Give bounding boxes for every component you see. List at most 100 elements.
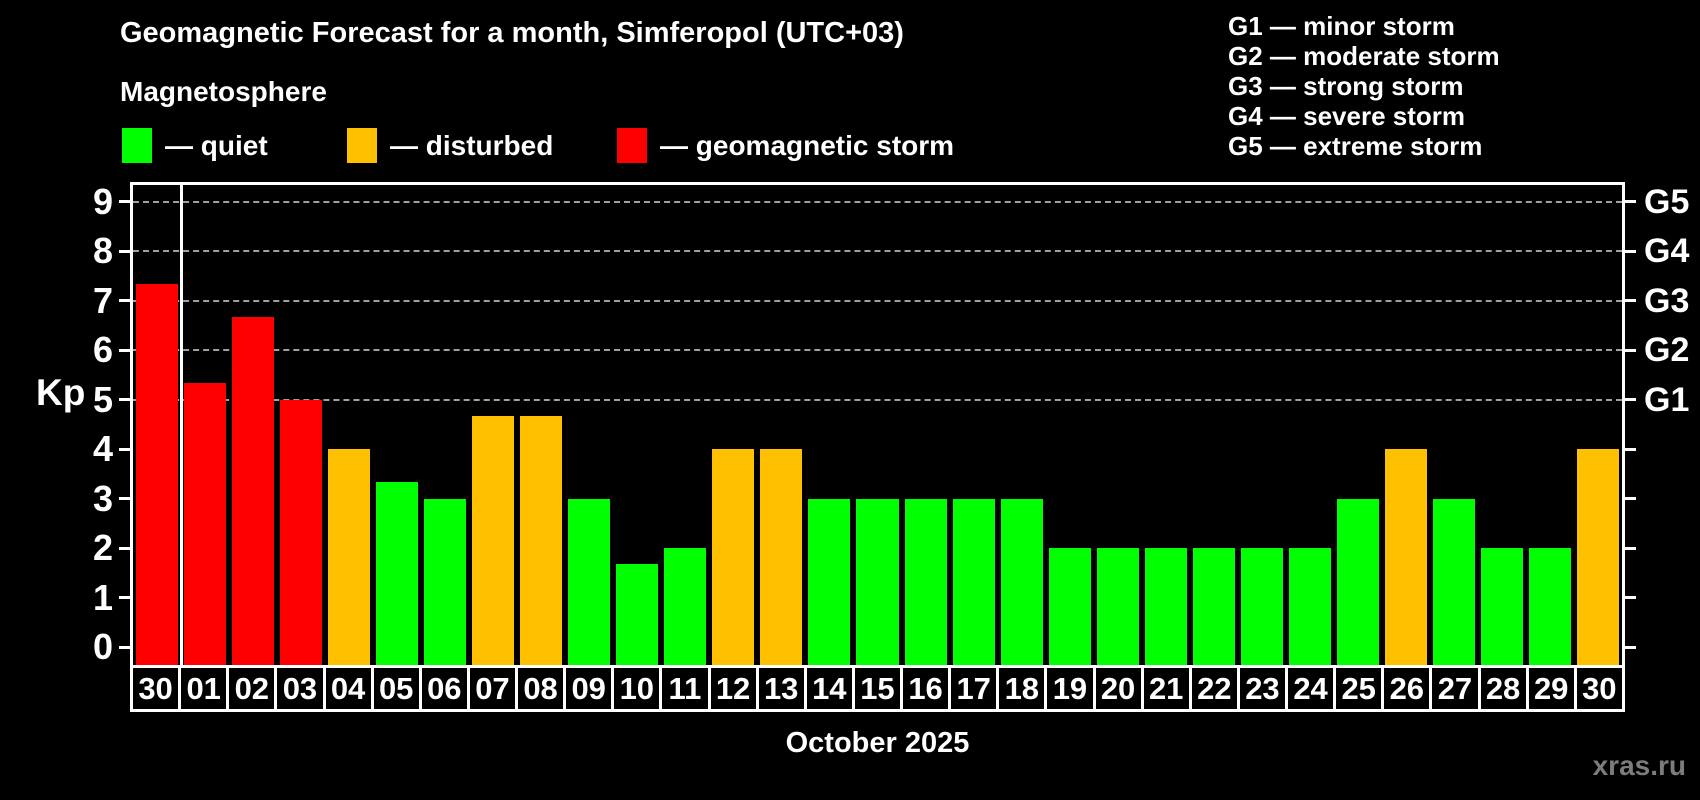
y-tick-label-8: 8 bbox=[92, 230, 113, 271]
day-label-01: 01 bbox=[178, 665, 230, 712]
day-label-24: 24 bbox=[1285, 665, 1337, 712]
bar-day-29 bbox=[1528, 548, 1571, 665]
day-label-26: 26 bbox=[1381, 665, 1433, 712]
bar-day-20 bbox=[1096, 548, 1139, 665]
day-label-13: 13 bbox=[755, 665, 807, 712]
legend-label-disturbed: — disturbed bbox=[390, 130, 554, 161]
bar-day-07 bbox=[472, 415, 515, 665]
y-tick-left-6 bbox=[119, 348, 133, 352]
y-tick-left-9 bbox=[119, 200, 133, 203]
plot-area: 0 1 2 3 4 5 6 7 8 9 G1 G2 G3 G4 G5 bbox=[93, 181, 1689, 668]
g-axis-label-G1: G1 bbox=[1644, 380, 1690, 419]
day-label-30: 30 bbox=[1573, 665, 1625, 712]
day-label-27: 27 bbox=[1429, 665, 1481, 712]
g-legend-line-2: G2 — moderate storm bbox=[1228, 41, 1500, 71]
legend-label-storm: — geomagnetic storm bbox=[660, 130, 955, 161]
bar-day-15 bbox=[856, 498, 899, 665]
y-tick-label-4: 4 bbox=[92, 428, 113, 469]
day-label-23: 23 bbox=[1236, 665, 1288, 712]
y-tick-left-7 bbox=[119, 299, 133, 302]
y-tick-label-1: 1 bbox=[92, 576, 113, 618]
bar-day-10 bbox=[616, 564, 659, 665]
legend-swatch-disturbed bbox=[347, 128, 377, 163]
bar-day-30 bbox=[1576, 449, 1619, 665]
y-tick-right-3 bbox=[1622, 497, 1636, 500]
day-label-15: 15 bbox=[851, 665, 903, 712]
watermark: xras.ru bbox=[1592, 750, 1686, 781]
bar-day-09 bbox=[568, 498, 611, 665]
bar-day-16 bbox=[904, 498, 947, 665]
bar-day-04 bbox=[328, 449, 371, 665]
y-axis-title: Kp bbox=[36, 372, 86, 413]
legend-label-quiet: — quiet bbox=[165, 130, 268, 161]
y-tick-right-4 bbox=[1622, 447, 1636, 451]
bar-day-26 bbox=[1384, 449, 1427, 665]
bar-day-25 bbox=[1336, 498, 1379, 665]
y-tick-right-7 bbox=[1622, 299, 1636, 302]
g-axis-label-G5: G5 bbox=[1644, 182, 1690, 221]
bar-day-02 bbox=[232, 316, 275, 665]
y-tick-left-2 bbox=[119, 546, 133, 550]
y-tick-label-3: 3 bbox=[92, 477, 113, 519]
day-label-04: 04 bbox=[322, 665, 374, 712]
bar-day-30 bbox=[136, 284, 179, 665]
y-tick-label-5: 5 bbox=[92, 378, 113, 420]
y-tick-left-5 bbox=[119, 398, 133, 401]
day-label-14: 14 bbox=[803, 665, 855, 712]
day-label-19: 19 bbox=[1044, 665, 1096, 712]
day-label-28: 28 bbox=[1477, 665, 1529, 712]
day-label-prev-30: 30 bbox=[130, 665, 182, 712]
bar-day-24 bbox=[1288, 548, 1331, 665]
day-label-22: 22 bbox=[1188, 665, 1240, 712]
y-tick-right-1 bbox=[1622, 596, 1636, 599]
g-legend-line-3: G3 — strong storm bbox=[1228, 71, 1464, 101]
day-label-12: 12 bbox=[707, 665, 759, 712]
day-label-06: 06 bbox=[418, 665, 470, 712]
legend-item-disturbed: — disturbed bbox=[347, 128, 553, 163]
legend-swatch-quiet bbox=[122, 128, 152, 163]
bar-day-28 bbox=[1480, 548, 1523, 665]
y-tick-left-4 bbox=[119, 447, 133, 451]
bar-day-05 bbox=[376, 482, 419, 665]
day-label-18: 18 bbox=[996, 665, 1048, 712]
y-tick-right-0 bbox=[1622, 645, 1636, 649]
day-label-02: 02 bbox=[226, 665, 278, 712]
y-tick-right-9 bbox=[1622, 200, 1636, 203]
day-label-25: 25 bbox=[1333, 665, 1385, 712]
bar-day-23 bbox=[1240, 548, 1283, 665]
bar-day-08 bbox=[520, 415, 563, 665]
g-scale-legend: G1 — minor storm G2 — moderate storm G3 — … bbox=[1228, 11, 1500, 161]
bar-day-03 bbox=[280, 399, 323, 665]
month-separator-line bbox=[179, 185, 183, 665]
y-tick-right-2 bbox=[1622, 546, 1636, 550]
bar-day-12 bbox=[712, 449, 755, 665]
y-tick-left-3 bbox=[119, 497, 133, 500]
y-tick-right-5 bbox=[1622, 398, 1636, 401]
bar-day-06 bbox=[424, 498, 467, 665]
y-tick-right-6 bbox=[1622, 348, 1636, 352]
g-legend-line-4: G4 — severe storm bbox=[1228, 101, 1466, 131]
g-axis-label-G4: G4 bbox=[1644, 232, 1690, 270]
y-tick-label-6: 6 bbox=[92, 329, 113, 370]
y-tick-left-0 bbox=[119, 645, 133, 649]
gridline-kp-8 bbox=[133, 250, 1622, 252]
day-label-10: 10 bbox=[611, 665, 663, 712]
y-tick-left-8 bbox=[119, 249, 133, 253]
day-label-11: 11 bbox=[659, 665, 711, 712]
bar-day-14 bbox=[808, 498, 851, 665]
day-label-08: 08 bbox=[515, 665, 567, 712]
y-tick-label-0: 0 bbox=[92, 626, 113, 667]
y-tick-label-2: 2 bbox=[92, 527, 113, 568]
bar-day-27 bbox=[1432, 498, 1475, 665]
day-label-09: 09 bbox=[563, 665, 615, 712]
day-label-21: 21 bbox=[1140, 665, 1192, 712]
day-label-29: 29 bbox=[1525, 665, 1577, 712]
day-label-17: 17 bbox=[948, 665, 1000, 712]
legend-swatch-storm bbox=[617, 128, 647, 163]
gridline-kp-9 bbox=[133, 200, 1622, 203]
y-tick-left-1 bbox=[119, 596, 133, 599]
x-axis-day-labels: 30 01 02 03 04 05 06 07 08 09 10 11 12 13 14 15 16 17 18 19… bbox=[130, 665, 1625, 712]
g-axis-label-G2: G2 bbox=[1644, 331, 1690, 369]
day-label-05: 05 bbox=[370, 665, 422, 712]
